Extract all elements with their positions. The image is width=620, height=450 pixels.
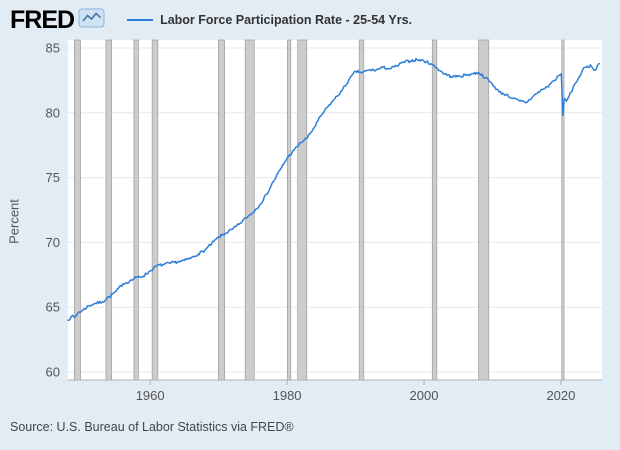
- fred-logo-text: FRED: [10, 6, 75, 34]
- chart-header: FRED Labor Force Participation Rate - 25…: [10, 6, 412, 34]
- chart-legend: Labor Force Participation Rate - 25-54 Y…: [127, 13, 412, 27]
- tick-label: 65: [46, 300, 60, 315]
- tick-label: 1980: [273, 388, 302, 403]
- legend-line-swatch: [127, 19, 154, 21]
- source-text: Source: U.S. Bureau of Labor Statistics …: [10, 420, 294, 434]
- tick-label: 2020: [546, 388, 575, 403]
- tick-label: 75: [46, 170, 60, 185]
- tick-label: 80: [46, 105, 60, 120]
- tick-label: 85: [46, 41, 60, 56]
- chart-area: Percent 1960 1980 2000 2020 60 65 70 75 80 85: [0, 36, 620, 412]
- tick-label: 70: [46, 235, 60, 250]
- legend-label: Labor Force Participation Rate - 25-54 Y…: [160, 13, 412, 27]
- tick-label: 2000: [410, 388, 439, 403]
- y-axis-title: Percent: [6, 199, 22, 244]
- fred-sparkline-icon: [78, 8, 105, 33]
- tick-label: 1960: [136, 388, 165, 403]
- tick-label: 60: [46, 365, 60, 380]
- chart-canvas[interactable]: 1960 1980 2000 2020 60 65 70 75 80 85: [0, 36, 620, 412]
